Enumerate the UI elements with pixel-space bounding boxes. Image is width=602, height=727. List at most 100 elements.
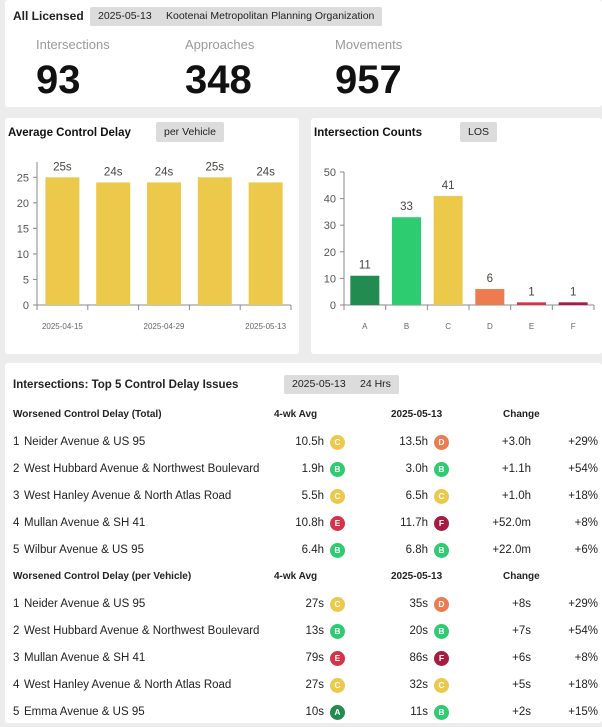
counts-chart-card: Intersection Counts LOS 0 10 20 30 40 50 11 A 33… [311, 118, 602, 354]
data-label: 24s [256, 166, 275, 178]
change-value: +5s [512, 679, 531, 691]
avg-delay: 6.4h [301, 544, 324, 556]
change-percent: +29% [568, 436, 598, 448]
per-vehicle-toggle[interactable]: per Vehicle [156, 122, 224, 142]
avg-delay: 27s [305, 679, 324, 691]
current-los-badge: D [434, 597, 449, 612]
row-rank: 2 [13, 463, 20, 475]
change-percent: +54% [568, 625, 598, 637]
los-toggle[interactable]: LOS [460, 122, 498, 142]
bar-2025-05-13 [248, 182, 283, 305]
change-percent: +8% [574, 652, 598, 664]
current-los-badge: B [434, 462, 449, 477]
table-row[interactable]: 1 Neider Avenue & US 95 27s C 35s D +8s +29% [13, 592, 602, 619]
avg-los-badge: C [330, 489, 345, 504]
row-rank: 5 [13, 706, 20, 718]
current-delay: 13.5h [399, 436, 428, 448]
bar-D [475, 289, 505, 305]
column-header-avg: 4-wk Avg [274, 409, 318, 420]
issues-title: Intersections: Top 5 Control Delay Issue… [13, 379, 239, 391]
avg-delay: 13s [305, 625, 324, 637]
table-row[interactable]: 5 Emma Avenue & US 95 10s A 11s B +2s +15% [13, 700, 602, 727]
table-row[interactable]: 3 Mullan Avenue & SH 41 79s E 86s F +6s +8% [13, 646, 602, 673]
change-value: +3.0h [501, 436, 531, 448]
current-los-badge: C [434, 489, 449, 504]
current-los-badge: C [434, 678, 449, 693]
intersection-name: Neider Avenue & US 95 [24, 598, 146, 610]
avg-delay: 1.9h [301, 463, 324, 475]
data-label: 25s [53, 161, 72, 173]
row-rank: 5 [13, 544, 20, 556]
change-value: +2s [512, 706, 531, 718]
x-tick-label: 2025-04-29 [144, 322, 185, 331]
data-label: 6 [487, 273, 493, 285]
section-heading: Worsened Control Delay (Total) [13, 409, 162, 420]
row-rank: 4 [13, 517, 20, 529]
page-title: All Licensed [13, 9, 84, 23]
table-row[interactable]: 5 Wilbur Avenue & US 95 6.4h B 6.8h B +22.0m +6… [13, 538, 602, 565]
current-delay: 11s [410, 706, 428, 718]
data-label: 24s [155, 166, 174, 178]
row-rank: 2 [13, 625, 20, 637]
avg-los-badge: A [330, 705, 345, 720]
current-los-badge: B [434, 543, 449, 558]
data-label: 33 [400, 201, 413, 213]
avg-delay: 10s [305, 706, 324, 718]
row-rank: 4 [13, 679, 20, 691]
current-delay: 86s [409, 652, 428, 664]
range-chip[interactable]: 24 Hrs [352, 375, 399, 394]
current-los-badge: B [434, 705, 449, 720]
x-tick-label: 2025-04-15 [42, 322, 83, 331]
table-row[interactable]: 4 West Hanley Avenue & North Atlas Road 27… [13, 673, 602, 700]
bar-B [392, 217, 421, 305]
date-chip[interactable]: 2025-05-13 [90, 7, 160, 26]
avg-los-badge: E [330, 651, 345, 666]
change-value: +8s [512, 598, 531, 610]
change-percent: +18% [568, 679, 598, 691]
y-tick-label: 0 [330, 300, 336, 312]
current-los-badge: D [434, 435, 449, 450]
current-delay: 35s [409, 598, 428, 610]
stat-value-movements: 957 [335, 58, 402, 102]
y-tick-label: 20 [324, 247, 336, 259]
change-value: +1.1h [501, 463, 531, 475]
current-los-badge: B [434, 624, 449, 639]
intersection-name: West Hubbard Avenue & Northwest Boulevar… [24, 625, 260, 637]
table-row[interactable]: 3 West Hanley Avenue & North Atlas Road 5.… [13, 484, 602, 511]
issues-date-chip[interactable]: 2025-05-13 [284, 375, 354, 394]
avg-los-badge: B [330, 462, 345, 477]
delay-chart: 0 5 10 15 20 25 25s 24s 24s 25s 24s 2025-04-15 2025-… [17, 161, 292, 331]
avg-delay: 10.8h [295, 517, 324, 529]
current-los-badge: F [434, 516, 449, 531]
change-percent: +8% [574, 517, 598, 529]
avg-delay: 27s [305, 598, 324, 610]
intersection-name: West Hanley Avenue & North Atlas Road [24, 490, 232, 502]
avg-los-badge: B [330, 543, 345, 558]
intersection-name: Mullan Avenue & SH 41 [24, 517, 146, 529]
y-tick-label: 15 [17, 223, 29, 235]
intersection-name: West Hubbard Avenue & Northwest Boulevar… [24, 463, 260, 475]
issues-card: Intersections: Top 5 Control Delay Issue… [5, 363, 602, 723]
y-tick-label: 5 [23, 274, 29, 286]
table-row[interactable]: 1 Neider Avenue & US 95 10.5h C 13.5h D +3.0h +… [13, 430, 602, 457]
y-tick-label: 10 [324, 273, 336, 285]
avg-los-badge: C [330, 678, 345, 693]
current-los-badge: F [434, 651, 449, 666]
table-row[interactable]: 2 West Hubbard Avenue & Northwest Bouleva… [13, 619, 602, 646]
table-row[interactable]: 2 West Hubbard Avenue & Northwest Bouleva… [13, 457, 602, 484]
column-header-date: 2025-05-13 [391, 571, 443, 582]
change-percent: +18% [568, 490, 598, 502]
avg-los-badge: C [330, 435, 345, 450]
bar-2025-04-22 [96, 182, 131, 305]
y-tick-label: 40 [324, 194, 336, 206]
change-percent: +6% [574, 544, 598, 556]
section-header: Worsened Control Delay (Total) 4-wk Avg 20… [13, 403, 602, 430]
bar-2025-04-29 [147, 182, 181, 305]
table-row[interactable]: 4 Mullan Avenue & SH 41 10.8h E 11.7h F +52.0m… [13, 511, 602, 538]
x-tick-label: C [445, 322, 451, 331]
column-header-change: Change [503, 409, 540, 420]
x-tick-label: E [529, 322, 534, 331]
avg-los-badge: C [330, 597, 345, 612]
data-label: 1 [570, 286, 576, 298]
org-chip[interactable]: Kootenai Metropolitan Planning Organizat… [158, 7, 383, 26]
